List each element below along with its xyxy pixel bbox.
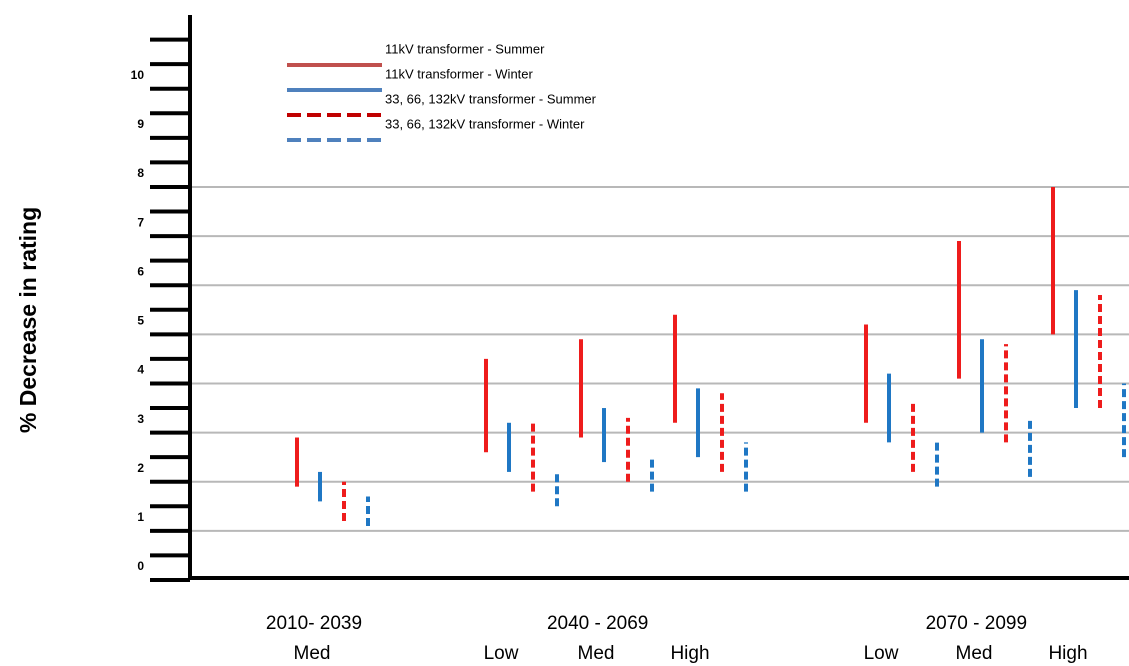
legend-label: 33, 66, 132kV transformer - Winter [385,116,585,131]
y-tick-label: 6 [137,264,144,278]
y-tick-label: 10 [131,68,145,82]
period-label: 2070 - 2099 [926,613,1027,634]
y-tick-label: 3 [137,412,144,426]
y-tick-label: 2 [137,461,144,475]
legend-label: 11kV transformer - Winter [385,66,534,81]
y-tick-label: 5 [137,314,144,328]
period-label: 2040 - 2069 [547,613,648,634]
x-tick-label: Med [578,643,615,664]
x-tick-label: Med [294,643,331,664]
x-tick-label: Med [956,643,993,664]
y-tick-label: 7 [137,215,144,229]
y-tick-label: 8 [137,166,144,180]
y-tick-label: 1 [137,510,144,524]
legend-label: 33, 66, 132kV transformer - Summer [385,91,597,106]
legend-label: 11kV transformer - Summer [385,41,545,56]
x-tick-label: Low [484,643,519,664]
period-label: 2010- 2039 [266,613,362,634]
x-tick-label: High [1048,643,1087,664]
y-tick-label: 9 [137,117,144,131]
x-tick-label: Low [864,643,899,664]
x-tick-label: High [670,643,709,664]
y-tick-label: 4 [137,363,144,377]
y-axis-label: % Decrease in rating [15,207,41,433]
y-tick-label: 0 [137,559,144,573]
